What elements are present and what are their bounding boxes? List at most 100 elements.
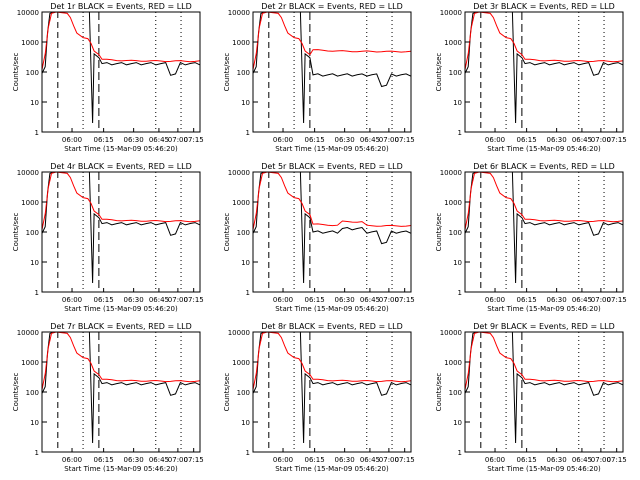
panel-det-3: Det 3r BLACK = Events, RED = LLD 1 10 100 10…: [435, 2, 627, 153]
panel-title: Det 4r BLACK = Events, RED = LLD: [50, 162, 192, 171]
y-axis-label: Counts/sec: [435, 53, 443, 92]
y-tick-label: 1: [246, 449, 250, 457]
x-tick-label: 07:15: [395, 136, 415, 144]
x-tick-label: 07:00: [379, 456, 399, 464]
x-tick-label: 06:45: [149, 296, 169, 304]
series-lld: [252, 331, 412, 390]
x-tick-label: 06:00: [273, 456, 293, 464]
x-axis-label: Start Time (15-Mar-09 05:46:20): [487, 465, 601, 473]
x-tick-label: 06:00: [62, 136, 82, 144]
y-axis-label: Counts/sec: [435, 213, 443, 252]
x-tick-label: 06:15: [305, 296, 325, 304]
panel-det-4: Det 4r BLACK = Events, RED = LLD 1 10 100 10…: [12, 162, 204, 313]
series-lld: [464, 331, 624, 390]
x-tick-label: 06:15: [94, 136, 114, 144]
y-tick-label: 1: [458, 449, 462, 457]
y-tick-label: 10: [241, 259, 250, 267]
x-tick-label: 06:15: [305, 136, 325, 144]
x-tick-label: 07:00: [168, 296, 188, 304]
x-tick-label: 06:15: [517, 136, 537, 144]
panel-title: Det 8r BLACK = Events, RED = LLD: [261, 322, 403, 331]
x-tick-label: 07:00: [591, 296, 611, 304]
y-tick-label: 10000: [17, 9, 39, 17]
y-tick-label: 10: [453, 419, 462, 427]
y-tick-label: 10: [241, 419, 250, 427]
series-events: [464, 11, 624, 124]
panel-title: Det 5r BLACK = Events, RED = LLD: [261, 162, 403, 171]
panel-det-2: Det 2r BLACK = Events, RED = LLD 1 10 100 10…: [223, 2, 415, 153]
x-tick-label: 06:45: [572, 296, 592, 304]
panel-title: Det 9r BLACK = Events, RED = LLD: [473, 322, 615, 331]
y-axis-label: Counts/sec: [223, 53, 231, 92]
x-tick-label: 06:00: [273, 296, 293, 304]
x-tick-label: 06:15: [517, 456, 537, 464]
panel-det-1: Det 1r BLACK = Events, RED = LLD 1 10 100 10…: [12, 2, 204, 153]
y-tick-label: 10000: [228, 169, 250, 177]
y-tick-label: 1000: [444, 39, 462, 47]
x-tick-label: 06:30: [547, 296, 567, 304]
x-tick-label: 07:15: [184, 136, 204, 144]
panel-title: Det 6r BLACK = Events, RED = LLD: [473, 162, 615, 171]
x-tick-label: 07:00: [379, 136, 399, 144]
y-tick-label: 10000: [228, 9, 250, 17]
y-tick-label: 100: [449, 69, 462, 77]
x-tick-label: 07:15: [395, 456, 415, 464]
panel-det-7: Det 7r BLACK = Events, RED = LLD 1 10 100 10…: [12, 322, 204, 473]
x-tick-label: 06:00: [485, 296, 505, 304]
x-axis-label: Start Time (15-Mar-09 05:46:20): [64, 305, 178, 313]
x-axis-label: Start Time (15-Mar-09 05:46:20): [64, 465, 178, 473]
panel-det-9: Det 9r BLACK = Events, RED = LLD 1 10 100 10…: [435, 322, 627, 473]
y-axis-label: Counts/sec: [12, 213, 20, 252]
y-tick-label: 10: [30, 259, 39, 267]
x-tick-label: 07:00: [379, 296, 399, 304]
series-lld: [252, 171, 412, 230]
x-tick-label: 06:45: [360, 136, 380, 144]
y-tick-label: 1000: [444, 199, 462, 207]
x-tick-label: 06:00: [485, 136, 505, 144]
y-tick-label: 1: [35, 129, 39, 137]
y-tick-label: 10000: [17, 329, 39, 337]
x-tick-label: 06:00: [62, 456, 82, 464]
panel-title: Det 2r BLACK = Events, RED = LLD: [261, 2, 403, 11]
x-tick-label: 07:00: [168, 456, 188, 464]
x-tick-label: 06:45: [572, 456, 592, 464]
x-tick-label: 07:00: [591, 136, 611, 144]
y-tick-label: 1: [458, 289, 462, 297]
plot-frame: [252, 11, 412, 133]
y-tick-label: 100: [237, 229, 250, 237]
y-tick-label: 10000: [440, 9, 462, 17]
series-events: [464, 171, 624, 284]
x-tick-label: 06:30: [335, 136, 355, 144]
x-tick-label: 07:15: [395, 296, 415, 304]
y-tick-label: 1000: [232, 359, 250, 367]
y-tick-label: 100: [449, 389, 462, 397]
x-tick-label: 06:45: [360, 456, 380, 464]
x-tick-label: 06:15: [305, 456, 325, 464]
y-tick-label: 100: [237, 69, 250, 77]
series-lld: [464, 171, 624, 230]
y-tick-label: 100: [26, 229, 39, 237]
x-axis-label: Start Time (15-Mar-09 05:46:20): [64, 145, 178, 153]
x-tick-label: 06:45: [149, 136, 169, 144]
x-tick-label: 07:15: [607, 456, 627, 464]
series-lld: [41, 11, 201, 70]
y-tick-label: 100: [449, 229, 462, 237]
y-tick-label: 1: [35, 449, 39, 457]
y-tick-label: 10000: [440, 329, 462, 337]
panel-title: Det 3r BLACK = Events, RED = LLD: [473, 2, 615, 11]
x-tick-label: 06:45: [360, 296, 380, 304]
series-events: [252, 331, 412, 444]
series-lld: [252, 11, 412, 70]
y-axis-label: Counts/sec: [223, 373, 231, 412]
y-tick-label: 1000: [21, 199, 39, 207]
series-lld: [41, 331, 201, 390]
y-tick-label: 1: [35, 289, 39, 297]
y-tick-label: 1000: [21, 359, 39, 367]
x-tick-label: 06:30: [124, 296, 144, 304]
y-tick-label: 1000: [232, 39, 250, 47]
x-axis-label: Start Time (15-Mar-09 05:46:20): [275, 305, 389, 313]
series-events: [41, 331, 201, 444]
y-tick-label: 10: [30, 99, 39, 107]
y-tick-label: 10: [453, 259, 462, 267]
